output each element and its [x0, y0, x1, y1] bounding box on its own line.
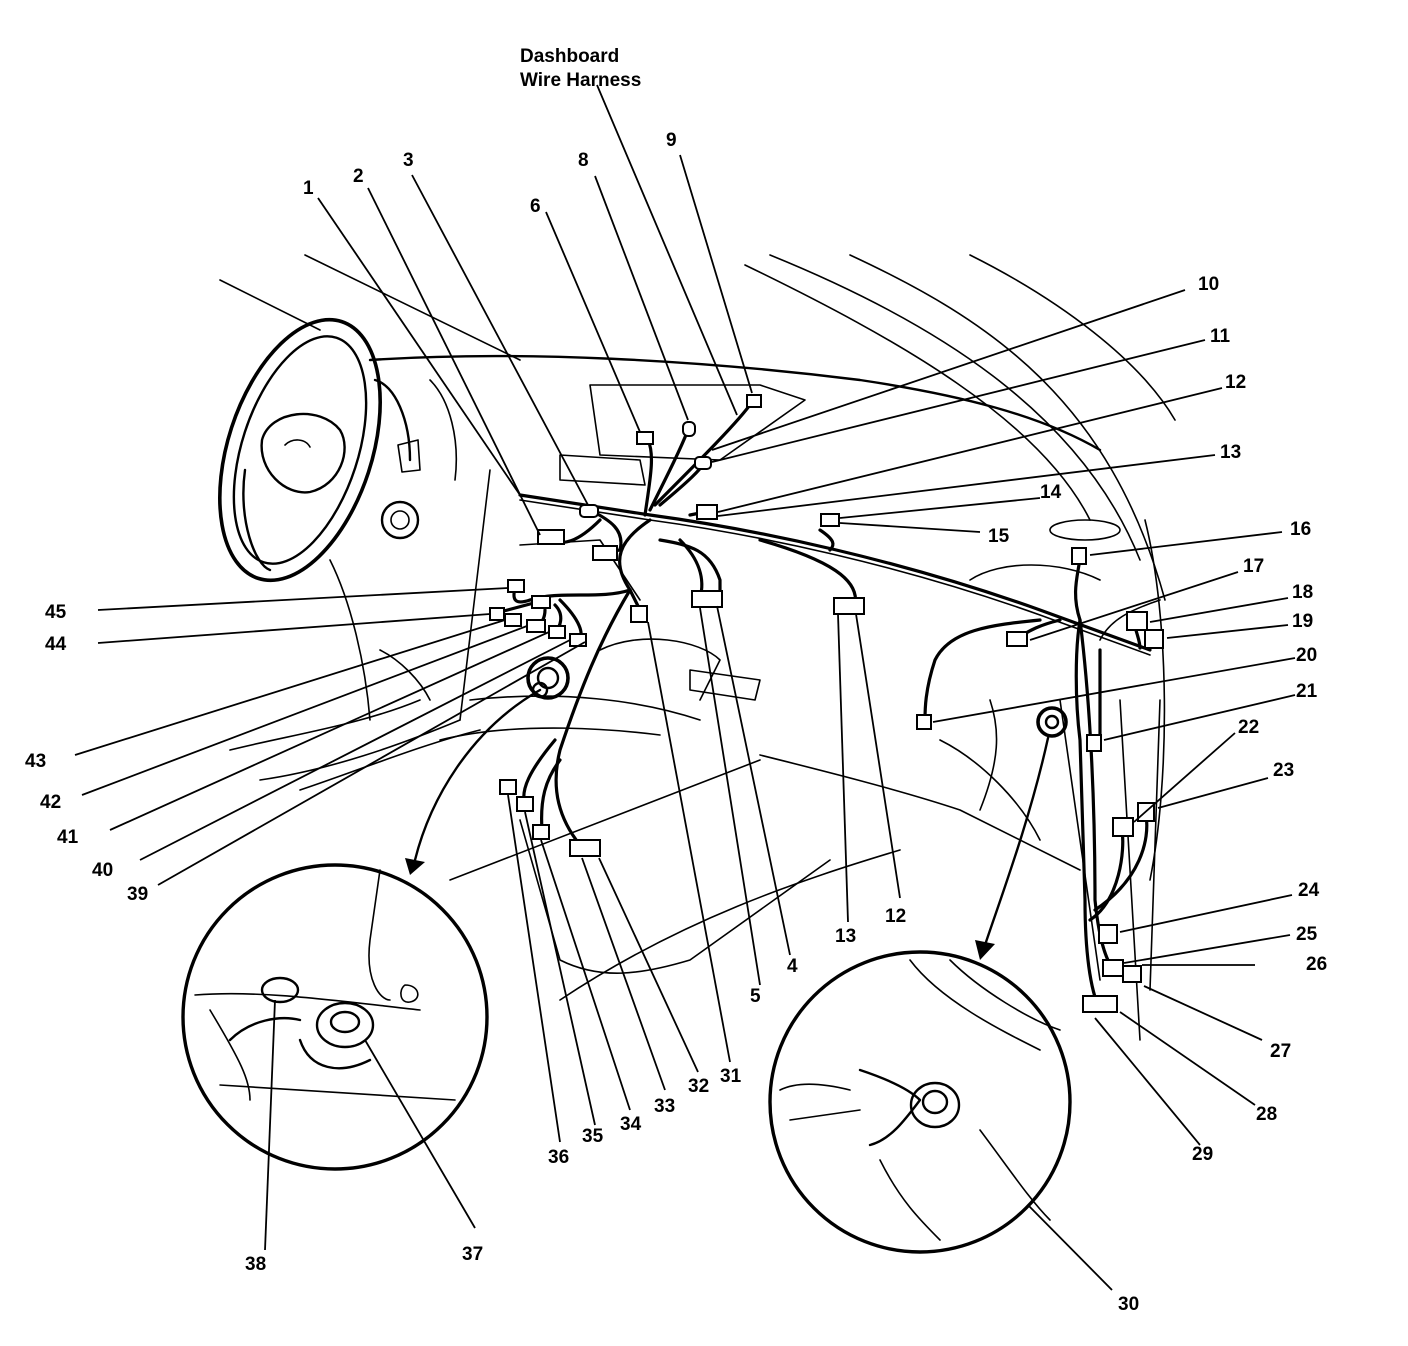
- callout-23: 23: [1273, 760, 1294, 781]
- callout-27: 27: [1270, 1041, 1291, 1062]
- callout-12-bottom: 12: [885, 906, 906, 927]
- callout-28: 28: [1256, 1104, 1277, 1125]
- callout-44: 44: [45, 634, 67, 655]
- connector-21: [1086, 734, 1102, 752]
- steering-wheel: [218, 317, 382, 583]
- callout-41: 41: [57, 827, 79, 848]
- connector-16: [1071, 547, 1087, 565]
- connector-24: [1098, 924, 1118, 944]
- connector-3: [579, 504, 599, 518]
- connector-1: [537, 529, 565, 545]
- connector-11: [694, 456, 712, 470]
- callout-32: 32: [688, 1076, 709, 1097]
- callout-22: 22: [1238, 717, 1259, 738]
- leader-lines: [74, 84, 1296, 1291]
- interior-outline: [218, 254, 1176, 1041]
- callout-25: 25: [1296, 924, 1318, 945]
- connector-25: [1102, 959, 1124, 977]
- callout-13-bottom: 13: [835, 926, 856, 947]
- connector-32: [569, 839, 601, 857]
- title-line-2: Wire Harness: [520, 70, 641, 91]
- connectors: [489, 394, 1164, 1013]
- callout-2: 2: [353, 166, 364, 187]
- connector-4-5: [691, 590, 723, 608]
- connector-45: [507, 579, 525, 593]
- callout-26: 26: [1306, 954, 1327, 975]
- callout-5: 5: [750, 986, 761, 1007]
- callout-9: 9: [666, 130, 677, 151]
- callout-18: 18: [1292, 582, 1313, 603]
- callout-13-right: 13: [1220, 442, 1241, 463]
- callout-45: 45: [45, 602, 67, 623]
- callout-6: 6: [530, 196, 541, 217]
- connector-42: [526, 619, 546, 633]
- connector-2: [592, 545, 618, 561]
- callout-34: 34: [620, 1114, 642, 1135]
- callout-12-right: 12: [1225, 372, 1246, 393]
- connector-14: [820, 513, 840, 527]
- callout-14: 14: [1040, 482, 1062, 503]
- callout-35: 35: [582, 1126, 604, 1147]
- callout-40: 40: [92, 860, 113, 881]
- connector-9: [746, 394, 762, 408]
- callout-19: 19: [1292, 611, 1313, 632]
- callout-8: 8: [578, 150, 589, 171]
- connector-17: [1006, 631, 1028, 647]
- grommet-left: [526, 656, 570, 700]
- connector-44: [489, 607, 505, 621]
- callout-15: 15: [988, 526, 1010, 547]
- callout-10: 10: [1198, 274, 1219, 295]
- inset-right: [768, 950, 1072, 1254]
- connector-40: [569, 633, 587, 647]
- inset-left: [181, 863, 489, 1251]
- callout-36: 36: [548, 1147, 569, 1168]
- connector-12-top: [696, 504, 718, 520]
- callout-1: 1: [303, 178, 314, 199]
- callout-29: 29: [1192, 1144, 1213, 1165]
- callout-labels: 1 2 3 4 5 6 8 9 10 11 12 12 13 13 14 15 …: [25, 130, 1327, 1315]
- connector-8: [682, 421, 696, 437]
- callout-43: 43: [25, 751, 46, 772]
- connector-36: [499, 779, 517, 795]
- connector-41: [548, 625, 566, 639]
- connector-20: [916, 714, 932, 730]
- connector-39-top: [531, 595, 551, 609]
- connector-34: [532, 824, 550, 840]
- connector-28: [1082, 995, 1118, 1013]
- connector-31: [630, 605, 648, 623]
- connector-43: [504, 613, 522, 627]
- callout-38: 38: [245, 1254, 266, 1275]
- connector-18: [1126, 611, 1148, 631]
- connector-35: [516, 796, 534, 812]
- callout-33: 33: [654, 1096, 675, 1117]
- callout-39: 39: [127, 884, 148, 905]
- connector-26: [1122, 965, 1142, 983]
- connector-12-13: [833, 597, 865, 615]
- callout-4: 4: [787, 956, 798, 977]
- callout-11: 11: [1210, 326, 1231, 347]
- callout-21: 21: [1296, 681, 1318, 702]
- connector-22: [1112, 817, 1134, 837]
- callout-16: 16: [1290, 519, 1311, 540]
- callout-24: 24: [1298, 880, 1320, 901]
- callout-42: 42: [40, 792, 61, 813]
- grommet-right: [1036, 706, 1068, 738]
- callout-3: 3: [403, 150, 414, 171]
- callout-20: 20: [1296, 645, 1317, 666]
- connector-19: [1144, 629, 1164, 649]
- callout-37: 37: [462, 1244, 483, 1265]
- connector-6: [636, 431, 654, 445]
- callout-30: 30: [1118, 1294, 1139, 1315]
- callout-31: 31: [720, 1066, 742, 1087]
- title-line-1: Dashboard: [520, 46, 619, 67]
- callout-17: 17: [1243, 556, 1264, 577]
